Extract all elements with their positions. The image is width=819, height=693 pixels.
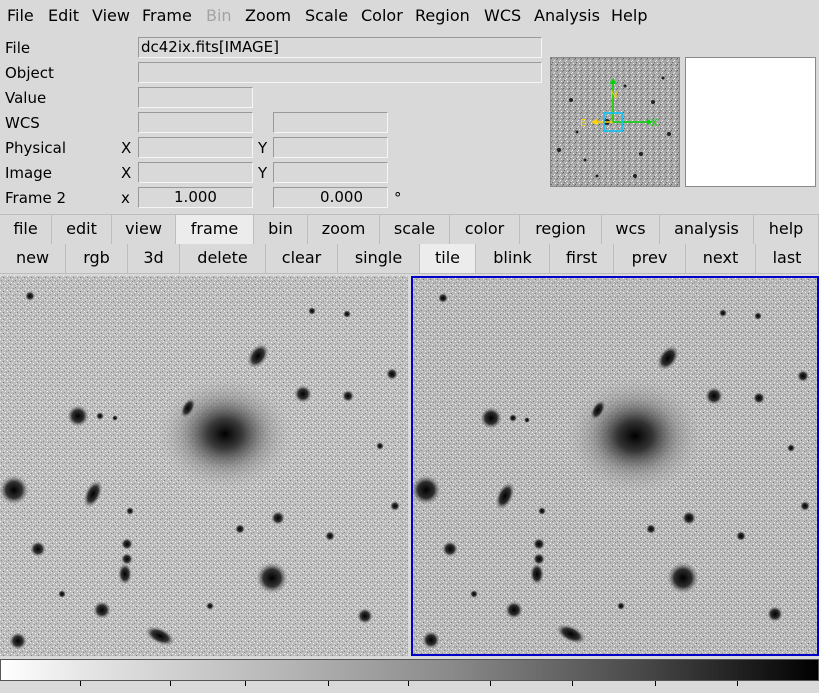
menu-help[interactable]: Help: [611, 6, 648, 25]
menu-region[interactable]: Region: [415, 6, 470, 25]
colorbar-tick: [80, 681, 81, 686]
image-frame-1[interactable]: [0, 276, 408, 656]
btn-zoom[interactable]: zoom: [308, 215, 380, 245]
colorbar-tick: [408, 681, 409, 686]
colorbar-tick: [737, 681, 738, 686]
image-label: Image: [5, 164, 52, 182]
compass-x-label: X: [651, 118, 658, 129]
menu-view[interactable]: View: [92, 6, 130, 25]
btn-color[interactable]: color: [450, 215, 520, 245]
btn-blink[interactable]: blink: [476, 244, 550, 274]
menu-zoom[interactable]: Zoom: [245, 6, 292, 25]
frame-label: Frame 2: [5, 189, 67, 207]
object-field: [138, 62, 542, 83]
menu-bar: File Edit View Frame Bin Zoom Scale Colo…: [0, 0, 819, 33]
colorbar-tick: [170, 681, 171, 686]
menu-color[interactable]: Color: [361, 6, 403, 25]
btn-last[interactable]: last: [756, 244, 819, 274]
image-x-field: [138, 162, 253, 183]
physical-label: Physical: [5, 139, 67, 157]
physical-x-field: [138, 137, 253, 158]
btn-bin[interactable]: bin: [254, 215, 308, 245]
panner-thumbnail: Y N E X: [551, 58, 679, 186]
physical-x-axis-label: X: [121, 139, 132, 157]
wcs-y-field: [273, 112, 388, 133]
btn-wcs[interactable]: wcs: [602, 215, 660, 245]
btn-frame[interactable]: frame: [176, 215, 254, 245]
image-frame-2-current[interactable]: [411, 276, 819, 656]
value-label: Value: [5, 89, 47, 107]
btn-new[interactable]: new: [0, 244, 66, 274]
colorbar[interactable]: [0, 659, 819, 681]
physical-y-field: [273, 137, 388, 158]
btn-first[interactable]: first: [550, 244, 614, 274]
object-label: Object: [5, 64, 54, 82]
btn-clear[interactable]: clear: [266, 244, 338, 274]
compass-n-label: N: [610, 90, 617, 101]
physical-y-axis-label: Y: [258, 139, 268, 157]
frame-1-image: [0, 276, 408, 656]
btn-file[interactable]: file: [0, 215, 52, 245]
colorbar-tick: [572, 681, 573, 686]
btn-rgb[interactable]: rgb: [66, 244, 128, 274]
frame-button-bar: new rgb 3d delete clear single tile blin…: [0, 244, 819, 274]
btn-analysis[interactable]: analysis: [660, 215, 754, 245]
compass-y-label: Y: [609, 80, 617, 91]
menu-analysis[interactable]: Analysis: [534, 6, 600, 25]
file-field: dc42ix.fits[IMAGE]: [138, 37, 542, 58]
main-button-bar: file edit view frame bin zoom scale colo…: [0, 214, 819, 245]
frame-angle-unit: °: [394, 189, 402, 207]
image-y-field: [273, 162, 388, 183]
panner[interactable]: Y N E X: [550, 57, 680, 187]
colorbar-tick: [328, 681, 329, 686]
menu-wcs[interactable]: WCS: [484, 6, 522, 25]
menu-bin: Bin: [206, 6, 232, 25]
btn-view[interactable]: view: [112, 215, 176, 245]
btn-region[interactable]: region: [520, 215, 602, 245]
frame-zoom-field: 1.000: [138, 187, 253, 208]
image-x-axis-label: X: [121, 164, 132, 182]
frame-2-image: [413, 278, 817, 654]
menu-frame[interactable]: Frame: [142, 6, 192, 25]
value-field: [138, 87, 253, 108]
frame-zoom-axis-label: x: [121, 189, 130, 207]
compass-e-label: E: [580, 118, 586, 129]
magnifier: [685, 57, 816, 187]
colorbar-tick: [245, 681, 246, 686]
menu-scale[interactable]: Scale: [305, 6, 349, 25]
btn-edit[interactable]: edit: [52, 215, 112, 245]
file-label: File: [5, 39, 31, 57]
menu-edit[interactable]: Edit: [48, 6, 79, 25]
btn-prev[interactable]: prev: [614, 244, 686, 274]
btn-scale[interactable]: scale: [380, 215, 450, 245]
btn-3d[interactable]: 3d: [128, 244, 180, 274]
btn-next[interactable]: next: [686, 244, 756, 274]
btn-help[interactable]: help: [754, 215, 819, 245]
wcs-label: WCS: [5, 114, 40, 132]
image-y-axis-label: Y: [258, 164, 268, 182]
btn-single[interactable]: single: [338, 244, 420, 274]
btn-delete[interactable]: delete: [180, 244, 266, 274]
frame-angle-field: 0.000: [273, 187, 388, 208]
menu-file[interactable]: File: [7, 6, 34, 25]
colorbar-tick: [655, 681, 656, 686]
btn-tile[interactable]: tile: [420, 244, 476, 274]
colorbar-tick: [490, 681, 491, 686]
compass-icon: [591, 78, 653, 132]
wcs-x-field: [138, 112, 253, 133]
